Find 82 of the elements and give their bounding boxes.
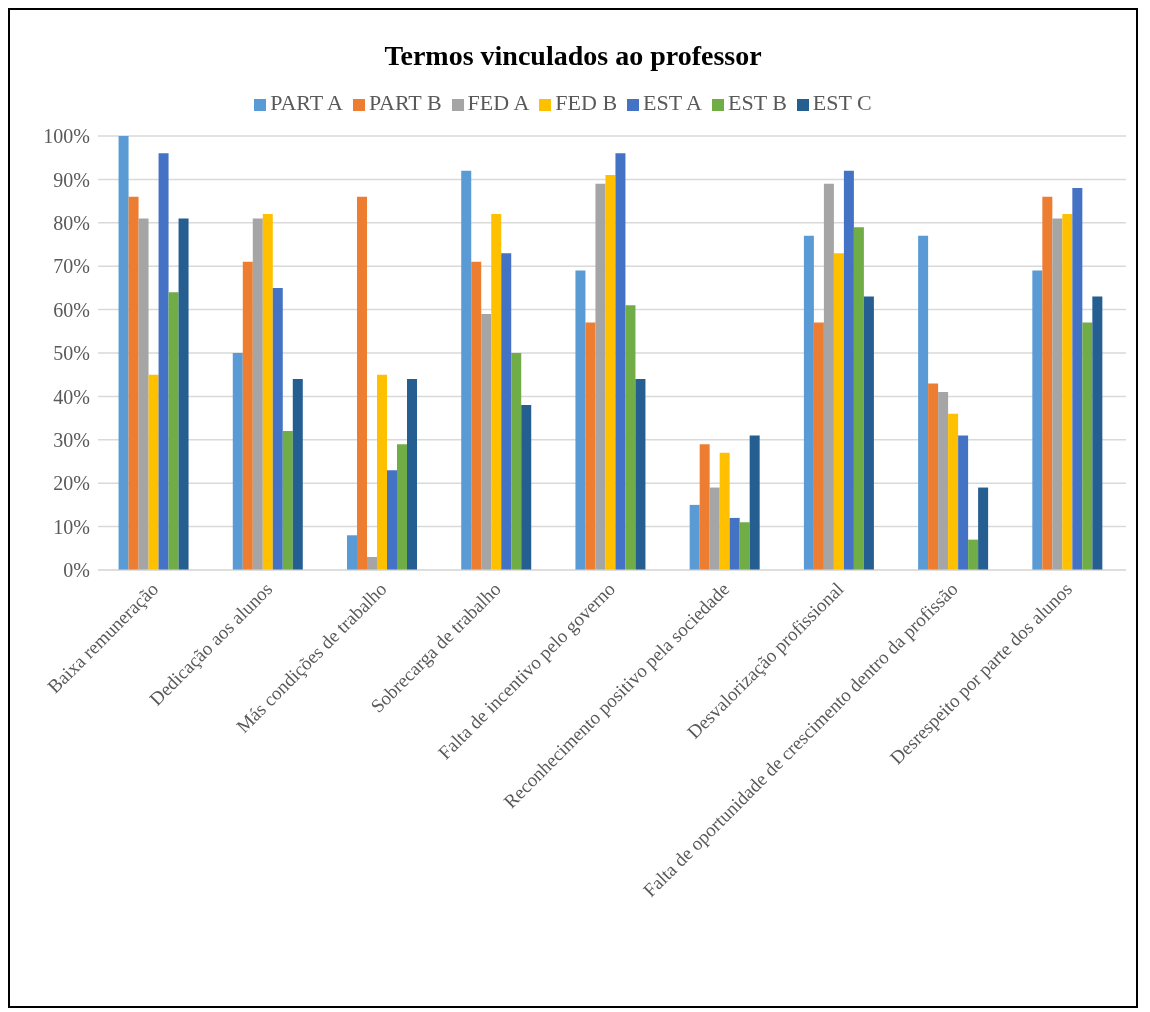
bar (461, 170, 472, 570)
bar (1042, 196, 1053, 570)
bar (625, 305, 636, 570)
bar (521, 405, 532, 570)
legend-label: FED A (467, 90, 530, 115)
bar (282, 431, 293, 570)
legend-label: FED B (555, 90, 618, 115)
bar (958, 435, 969, 570)
bar (118, 136, 129, 570)
bar (252, 218, 263, 570)
bar (863, 296, 874, 570)
y-tick-label: 90% (53, 168, 90, 191)
bar (1092, 296, 1103, 570)
bar (158, 153, 169, 570)
bar (948, 413, 959, 570)
bar (749, 435, 760, 570)
bar (397, 444, 407, 570)
bar (709, 487, 720, 570)
bar (843, 170, 854, 570)
bar (739, 522, 750, 570)
y-tick-label: 10% (53, 515, 90, 538)
y-tick-label: 30% (53, 428, 90, 451)
bar (968, 539, 979, 570)
bar (719, 452, 730, 570)
bar (292, 379, 303, 570)
legend-label: EST C (812, 90, 872, 115)
bar (511, 353, 522, 570)
legend-label: PART A (270, 90, 343, 115)
bar (1052, 218, 1063, 570)
bar (928, 383, 939, 570)
chart-title: Termos vinculados ao professor (383, 39, 763, 73)
bar (272, 287, 283, 570)
bar (635, 379, 646, 570)
bar (689, 504, 700, 570)
bar (615, 153, 626, 570)
bar (1062, 214, 1073, 570)
bar (978, 487, 989, 570)
bar (833, 253, 844, 570)
bar (729, 517, 740, 570)
bar (1072, 188, 1083, 570)
bar (853, 227, 864, 570)
bar (491, 214, 502, 570)
bar (168, 292, 179, 570)
bar (367, 556, 377, 570)
bar (128, 196, 139, 570)
bar (357, 196, 367, 570)
bar (262, 214, 273, 570)
legend-label: PART B (368, 90, 442, 115)
bar (938, 392, 949, 570)
bar (148, 374, 159, 570)
bar (823, 183, 834, 570)
bar (699, 444, 710, 570)
y-tick-label: 50% (53, 342, 90, 365)
y-tick-label: 60% (53, 298, 90, 321)
bar (813, 322, 824, 570)
bar (501, 253, 512, 570)
y-tick-label: 40% (53, 385, 90, 408)
bar (407, 379, 417, 570)
bar (471, 261, 482, 570)
y-tick-label: 80% (53, 211, 90, 234)
bar (605, 175, 616, 570)
legend-label: EST B (727, 90, 787, 115)
bar (347, 535, 357, 570)
bar (481, 313, 492, 570)
y-tick-label: 100% (43, 125, 90, 148)
legend-label: EST A (643, 90, 702, 115)
bar (377, 374, 387, 570)
y-tick-label: 0% (63, 559, 90, 582)
y-tick-label: 20% (53, 472, 90, 495)
bar (1032, 270, 1043, 570)
bar (918, 235, 929, 570)
bar (138, 218, 149, 570)
bar (803, 235, 814, 570)
bar (242, 261, 253, 570)
bar (232, 353, 243, 570)
y-tick-label: 70% (53, 255, 90, 278)
bar (1082, 322, 1093, 570)
bar (595, 183, 606, 570)
bar (387, 470, 397, 570)
bar (585, 322, 596, 570)
bar (178, 218, 189, 570)
bar (575, 270, 586, 570)
